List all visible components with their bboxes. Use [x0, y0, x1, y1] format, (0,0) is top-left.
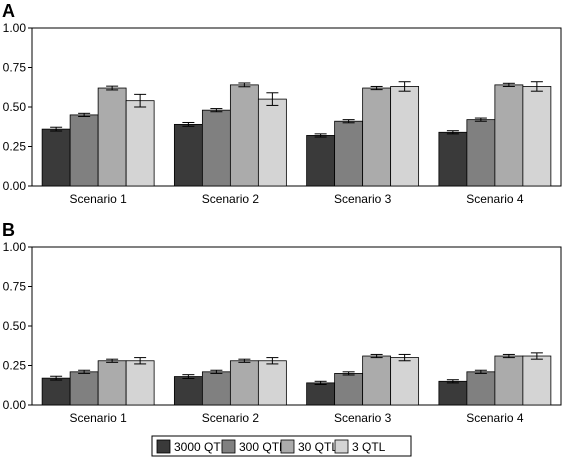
panel-letter-b: B [2, 220, 15, 240]
panel-a: A 0.00 0.25 0.50 0.75 1.00 Scenario 1 Scenario… [2, 1, 562, 206]
legend-label: 3000 QTL [174, 440, 228, 454]
bar [306, 135, 336, 187]
bar [229, 84, 259, 187]
category-label: Scenario 4 [466, 192, 524, 206]
bar [522, 355, 552, 406]
legend-swatch [280, 439, 295, 454]
category-label: Scenario 4 [466, 411, 524, 425]
legend-label: 300 QTL [239, 440, 286, 454]
y-tick-label: 0.00 [3, 398, 27, 412]
bar [173, 123, 203, 187]
category-label: Scenario 3 [334, 411, 392, 425]
bar [201, 371, 231, 406]
y-tick-label: 1.00 [3, 240, 27, 254]
category-label: Scenario 2 [202, 411, 260, 425]
category-label: Scenario 2 [202, 192, 260, 206]
legend-swatch [156, 439, 171, 454]
bar [494, 84, 524, 187]
category-label: Scenario 1 [69, 192, 127, 206]
y-tick-label: 0.00 [3, 179, 27, 193]
bar [125, 360, 155, 406]
panel-b: B 0.00 0.25 0.50 0.75 1.00 Scenario 1 Scenario… [2, 220, 562, 425]
bar [41, 128, 71, 187]
bar [466, 371, 496, 406]
y-tick-label: 0.25 [3, 359, 27, 373]
bar [97, 360, 127, 406]
bar [97, 87, 127, 187]
bar [69, 114, 99, 187]
bar [390, 86, 420, 187]
bar [229, 360, 259, 406]
bar [41, 377, 71, 406]
y-tick-label: 1.00 [3, 21, 27, 35]
y-tick-label: 0.75 [3, 280, 27, 294]
bar [494, 355, 524, 406]
category-label: Scenario 3 [334, 192, 392, 206]
legend-swatch [334, 439, 349, 454]
bar [522, 86, 552, 187]
y-tick-label: 0.50 [3, 319, 27, 333]
bar [438, 380, 468, 406]
bar [125, 100, 155, 187]
legend-label: 3 QTL [352, 440, 386, 454]
legend-label: 30 QTL [298, 440, 338, 454]
panel-letter-a: A [2, 1, 15, 21]
bar [69, 371, 99, 406]
bar [334, 372, 364, 406]
category-label: Scenario 1 [69, 411, 127, 425]
bar [438, 131, 468, 187]
bar [306, 382, 336, 406]
bar [201, 109, 231, 187]
bar [173, 376, 203, 406]
y-tick-label: 0.75 [3, 61, 27, 75]
bar [362, 355, 392, 406]
bar [362, 87, 392, 187]
y-tick-label: 0.25 [3, 140, 27, 154]
bar [466, 119, 496, 187]
bar [257, 360, 287, 406]
legend-swatch [221, 439, 236, 454]
bar [390, 357, 420, 406]
legend: 3000 QTL 300 QTL 30 QTL 3 QTL [151, 435, 412, 457]
bar [334, 120, 364, 187]
y-tick-label: 0.50 [3, 100, 27, 114]
bar [257, 98, 287, 187]
